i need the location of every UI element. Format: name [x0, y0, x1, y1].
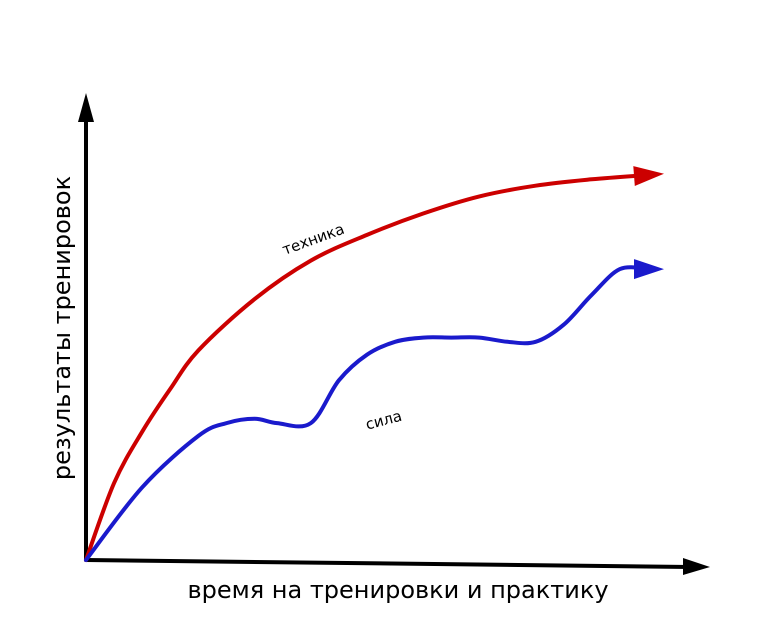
y-axis-label: результаты тренировок	[48, 176, 76, 480]
series-arrow-icon-0	[633, 166, 664, 186]
axes-layer	[78, 93, 710, 575]
series-line-1	[84, 265, 650, 562]
x-axis	[84, 558, 692, 569]
series-line-0	[84, 173, 650, 562]
x-axis-arrow-icon	[683, 558, 710, 575]
y-axis-arrow-icon	[78, 93, 94, 122]
series-arrow-icon-1	[634, 259, 664, 280]
series-label-strength: сила	[364, 407, 404, 434]
x-axis-label: время на тренировки и практику	[187, 576, 608, 604]
series-label-technique: техника	[280, 220, 347, 259]
series-layer	[84, 166, 664, 562]
